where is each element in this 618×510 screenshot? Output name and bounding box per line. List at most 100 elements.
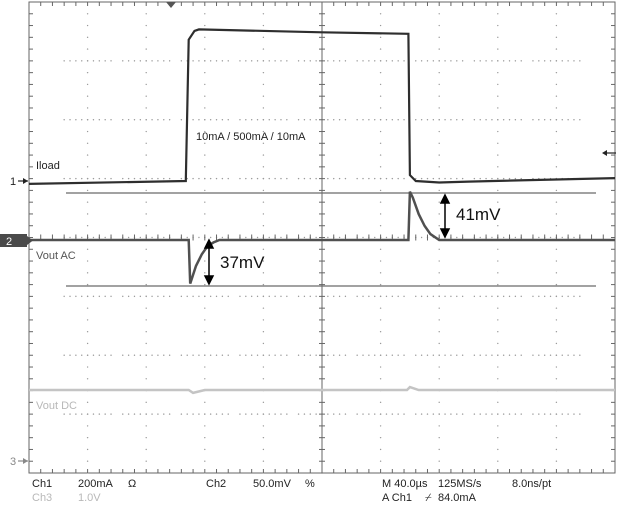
grid-dot xyxy=(379,401,382,404)
grid-dot xyxy=(151,236,153,239)
grid-dot xyxy=(379,71,382,74)
grid-dot xyxy=(555,166,558,168)
grid-dot xyxy=(555,83,558,86)
grid-dot xyxy=(86,307,89,309)
grid-dot xyxy=(497,366,499,368)
grid-dot xyxy=(520,60,522,62)
grid-dot xyxy=(491,119,493,121)
undershoot-label: 37mV xyxy=(220,253,265,272)
grid-dot xyxy=(139,60,142,62)
grid-dot xyxy=(514,60,517,62)
grid-dot xyxy=(127,354,130,356)
grid-dot xyxy=(379,13,382,15)
grid-dot xyxy=(145,166,147,168)
grid-dot xyxy=(163,354,165,356)
grid-dot xyxy=(75,119,77,121)
grid-dot xyxy=(456,119,458,121)
grid-dot xyxy=(379,213,382,215)
grid-dot xyxy=(192,177,194,180)
grid-dot xyxy=(192,413,194,415)
grid-dot xyxy=(374,119,376,121)
grid-dot xyxy=(555,413,558,415)
grid-dot xyxy=(309,413,311,415)
grid-dot xyxy=(145,378,147,380)
grid-dot xyxy=(514,354,517,356)
grid-dot xyxy=(497,13,499,15)
grid-dot xyxy=(450,413,452,415)
grid-dot xyxy=(69,236,71,239)
grid-dot xyxy=(497,425,499,427)
grid-dot xyxy=(98,354,101,356)
grid-dot xyxy=(245,60,247,62)
grid-dot xyxy=(127,60,130,62)
grid-dot xyxy=(573,413,575,415)
grid-dot xyxy=(204,413,206,415)
grid-dot xyxy=(204,354,206,356)
grid-dot xyxy=(209,60,212,62)
grid-dot xyxy=(327,60,329,62)
grid-dot xyxy=(262,166,265,168)
trigger-source: A Ch1 xyxy=(382,492,412,504)
grid-dot xyxy=(333,295,335,298)
grid-dot xyxy=(555,13,558,15)
trigger-slope: ⌿ xyxy=(425,492,432,504)
grid-dot xyxy=(555,331,558,333)
grid-dot xyxy=(186,413,188,415)
grid-dot xyxy=(520,295,522,298)
grid-dot xyxy=(303,119,306,121)
grid-dot xyxy=(438,378,440,380)
grid-dot xyxy=(86,378,89,380)
grid-dot xyxy=(104,177,106,180)
ch3-scale: 1.0V xyxy=(78,492,101,504)
grid-dot xyxy=(497,319,499,321)
grid-dot xyxy=(391,177,394,180)
grid-dot xyxy=(344,60,347,62)
grid-dot xyxy=(374,295,376,298)
grid-dot xyxy=(315,236,317,239)
grid-dot xyxy=(338,413,341,415)
grid-dot xyxy=(479,236,481,239)
grid-dot xyxy=(204,154,206,156)
grid-dot xyxy=(151,177,153,180)
grid-dot xyxy=(450,354,452,356)
grid-dot xyxy=(75,60,77,62)
grid-dot xyxy=(151,295,153,298)
grid-dot xyxy=(262,225,265,227)
trace-label-iload: Iload xyxy=(36,160,60,172)
grid-dot xyxy=(209,413,212,415)
grid-dot xyxy=(86,95,89,97)
grid-dot xyxy=(385,295,388,298)
grid-dot xyxy=(374,60,376,62)
grid-dot xyxy=(379,295,382,298)
grid-dot xyxy=(297,177,300,180)
grid-dot xyxy=(139,413,142,415)
grid-dot xyxy=(245,119,247,121)
grid-dot xyxy=(127,295,130,298)
grid-dot xyxy=(110,119,112,121)
grid-dot xyxy=(450,295,452,298)
grid-dot xyxy=(209,177,212,180)
grid-dot xyxy=(297,354,300,356)
grid-dot xyxy=(497,107,499,109)
grid-dot xyxy=(98,177,101,180)
grid-dot xyxy=(362,295,364,298)
grid-dot xyxy=(204,24,206,27)
grid-dot xyxy=(262,413,265,415)
grid-dot xyxy=(204,283,206,286)
trace-vout-dc xyxy=(29,385,615,395)
grid-dot xyxy=(327,119,329,121)
grid-dot xyxy=(145,119,147,121)
grid-dot xyxy=(86,48,89,50)
grid-dot xyxy=(204,436,206,439)
grid-dot xyxy=(163,295,165,298)
grid-dot xyxy=(438,154,440,156)
grid-dot xyxy=(151,60,153,62)
grid-dot xyxy=(186,354,188,356)
grid-dot xyxy=(280,177,282,180)
grid-dot xyxy=(262,436,265,439)
grid-dot xyxy=(502,119,505,121)
grid-dot xyxy=(555,319,558,321)
grid-dot xyxy=(403,177,405,180)
grid-dot xyxy=(262,71,265,74)
grid-dot xyxy=(444,119,446,121)
